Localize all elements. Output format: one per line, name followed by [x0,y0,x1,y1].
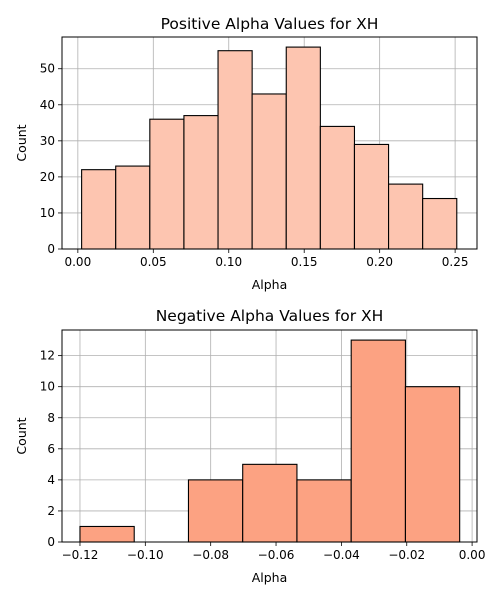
histogram-bar [350,339,406,543]
x-tick-label: 0.00 [64,255,91,269]
x-tick-label: −0.04 [323,548,360,562]
histogram-bar [285,46,321,250]
histogram-bar [319,125,356,250]
y-tick-label: 20 [40,170,55,184]
x-tick-label: −0.02 [388,548,425,562]
y-tick-label: 0 [47,242,55,256]
y-tick-label: 50 [40,62,55,76]
y-tick-label: 40 [40,98,55,112]
plot-frame [61,329,478,543]
histogram-bar [296,479,352,543]
chart-title: Negative Alpha Values for XH [156,307,384,325]
histogram-bars [79,339,461,543]
x-tick-label: 0.10 [215,255,242,269]
histogram-bar [115,165,151,250]
x-tick-label: 0.05 [140,255,167,269]
x-tick-label: −0.12 [62,548,99,562]
histogram-bar [251,93,287,250]
chart-negative-alpha: Negative Alpha Values for XH −0.12 −0.10−… [14,307,485,585]
x-axis-label: Alpha [252,277,288,292]
x-tick-label: 0.25 [442,255,469,269]
y-axis-label: Count [14,124,29,161]
y-tick-label: 0 [47,535,55,549]
histogram-bar [353,143,390,250]
x-tick-label: 0.20 [366,255,393,269]
x-tick-label: 0.15 [291,255,318,269]
y-tick-label: 30 [40,134,55,148]
plot-frame [61,36,478,250]
histogram-bar [187,479,244,543]
histogram-bar [81,169,117,250]
x-tick-label: −0.06 [258,548,295,562]
histogram-bar [149,118,185,250]
histogram-bar [217,50,253,250]
histogram-bar [422,197,458,250]
y-ticks: 0 10 20 30 40 50 [40,62,62,256]
y-tick-label: 4 [47,473,55,487]
x-tick-label: −0.08 [192,548,229,562]
histogram-bar [79,525,135,543]
y-tick-label: 8 [47,411,55,425]
chart-title: Positive Alpha Values for XH [161,15,379,33]
histogram-bar [183,115,219,250]
histogram-bars [81,46,458,250]
chart-positive-alpha: Positive Alpha Values for XH 0.00 0.05 0.1… [14,15,478,292]
y-tick-label: 10 [40,380,55,394]
histogram-bar [242,463,298,543]
x-ticks: 0.00 0.05 0.10 0.15 0.20 0.25 [64,249,468,269]
histogram-bar [404,386,461,543]
y-axis-label: Count [14,417,29,454]
x-ticks: −0.12 −0.10 −0.08 −0.06 −0.04 −0.02 0.00 [62,542,486,562]
y-tick-label: 10 [40,206,55,220]
x-tick-label: 0.00 [459,548,486,562]
x-axis-label: Alpha [252,570,288,585]
y-tick-label: 12 [40,349,55,363]
x-tick-label: −0.10 [127,548,164,562]
histogram-bar [388,183,424,250]
y-tick-label: 6 [47,442,55,456]
y-tick-label: 2 [47,504,55,518]
y-ticks: 0 2 4 6 8 10 12 [40,349,62,549]
